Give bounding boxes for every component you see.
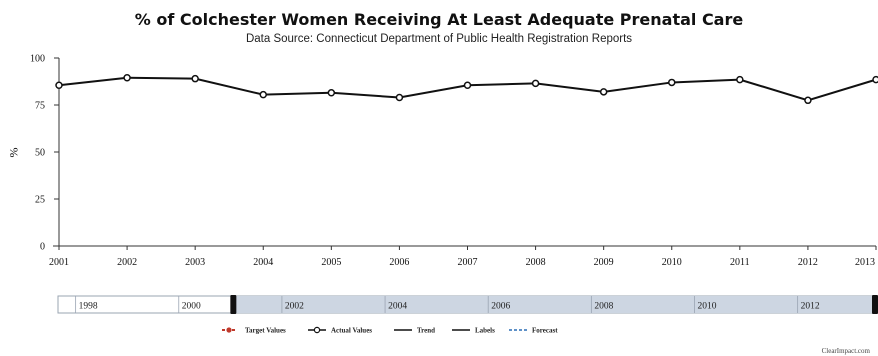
data-point[interactable] [123,73,131,82]
data-point[interactable] [872,75,878,84]
x-tick-label: 2012 [798,257,818,268]
x-tick-label: 2010 [662,257,682,268]
navigator-label: 2000 [182,302,201,312]
legend-marker [226,327,232,333]
x-tick-label: 2013 [855,257,875,268]
navigator-label: 2012 [801,302,820,312]
data-point[interactable] [804,96,812,105]
navigator-handle-left[interactable] [230,295,237,314]
legend-item[interactable]: Forecast [509,327,558,335]
navigator-handle-right[interactable] [872,295,878,314]
x-tick-label: 2003 [185,257,205,268]
legend-item[interactable]: Trend [394,327,435,335]
chart-subtitle: Data Source: Connecticut Department of P… [245,33,633,45]
x-tick-label: 2006 [389,257,409,268]
legend-label: Target Values [245,327,286,335]
y-tick-label: 25 [35,195,45,206]
x-tick-label: 2009 [594,257,614,268]
credit-text[interactable]: ClearImpact.com [821,347,870,355]
navigator-label: 2002 [285,302,304,312]
data-point[interactable] [395,93,404,102]
series-line [58,76,877,102]
data-point[interactable] [55,81,63,90]
data-point[interactable] [191,74,199,83]
data-point[interactable] [259,90,267,99]
legend-label: Trend [417,327,435,335]
x-tick-label: 2005 [321,257,341,268]
navigator-label: 1998 [79,302,98,312]
data-point[interactable] [531,79,540,88]
data-point[interactable] [327,89,336,97]
data-point[interactable] [668,78,676,87]
x-tick-label: 2008 [526,257,546,268]
x-tick-label: 2004 [253,257,273,268]
x-tick-label: 2007 [458,257,478,268]
chart-legend: Target Values Actual Values Trend Labels For… [222,327,558,335]
legend-label: Forecast [532,327,558,335]
y-tick-label: 100 [30,54,45,65]
navigator-label: 2008 [594,302,613,312]
legend-marker [313,326,321,334]
data-point[interactable] [599,88,608,96]
navigator-label: 2006 [491,302,510,312]
x-tick-label: 2011 [730,257,750,268]
y-tick-label: 0 [40,242,45,253]
y-tick-label: 50 [35,148,45,159]
data-point[interactable] [736,75,744,84]
range-navigator[interactable]: 1998 2000 2002 2004 2006 2008 2010 2012 [57,295,878,314]
x-tick-label: 2002 [117,257,137,268]
navigator-label: 2004 [388,302,407,312]
y-tick-label: 75 [35,101,45,112]
data-point[interactable] [463,81,472,90]
legend-item[interactable]: Target Values [222,327,286,335]
chart-title: % of Colchester Women Receiving At Least… [134,10,744,29]
legend-label: Labels [475,327,495,335]
navigator-selection[interactable] [233,296,875,313]
legend-item[interactable]: Actual Values [308,327,372,335]
navigator-label: 2010 [697,302,716,312]
legend-item[interactable]: Labels [452,327,495,335]
x-tick-label: 2001 [49,257,69,268]
legend-label: Actual Values [331,327,372,335]
